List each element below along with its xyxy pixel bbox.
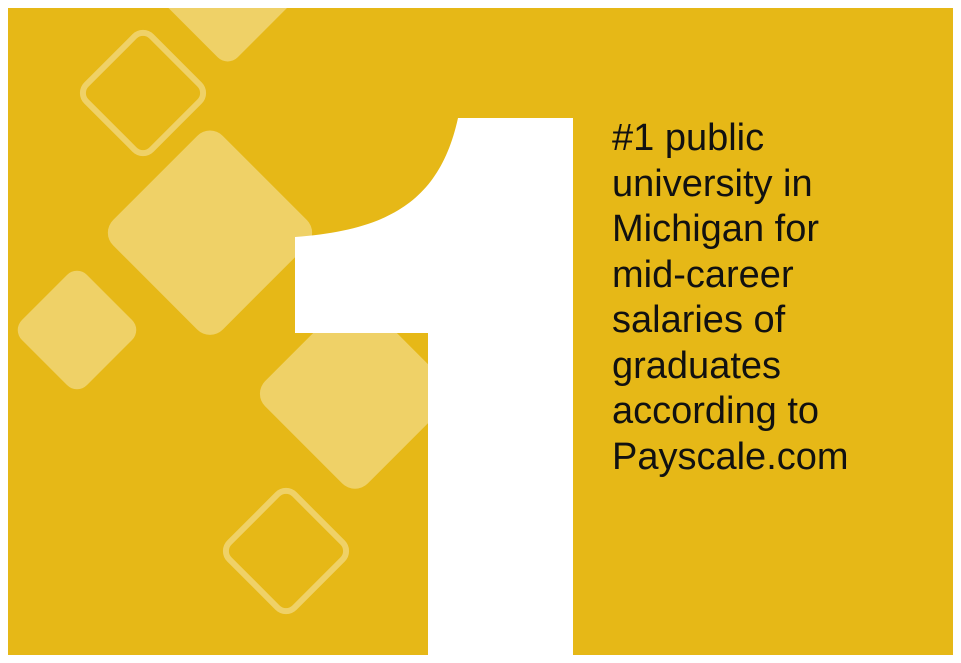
- headline-line: Michigan for: [612, 208, 819, 250]
- diamond-tile: [159, 8, 297, 62]
- diamond-tile: [259, 298, 451, 489]
- diamond-tile: [107, 130, 313, 335]
- headline-line: #1 public: [612, 117, 765, 159]
- headline-line: university in: [612, 162, 813, 205]
- ranking-card: #1 public university in Michigan for mid…: [8, 8, 953, 655]
- numeral-one-graphic: [295, 118, 573, 655]
- diamond-outline: [79, 29, 207, 157]
- headline-line: graduates: [612, 344, 782, 387]
- headline-line: mid-career: [612, 253, 794, 296]
- headline-line: according to: [612, 390, 820, 432]
- headline-text: #1 public university in Michigan for mid…: [612, 116, 942, 480]
- diamond-pattern: [17, 8, 451, 615]
- diamond-outline: [222, 487, 350, 615]
- numeral-one-shape: [295, 118, 573, 655]
- diamond-tile: [17, 270, 137, 390]
- headline-line: salaries of: [612, 299, 786, 341]
- headline-line: Payscale.com: [612, 435, 849, 478]
